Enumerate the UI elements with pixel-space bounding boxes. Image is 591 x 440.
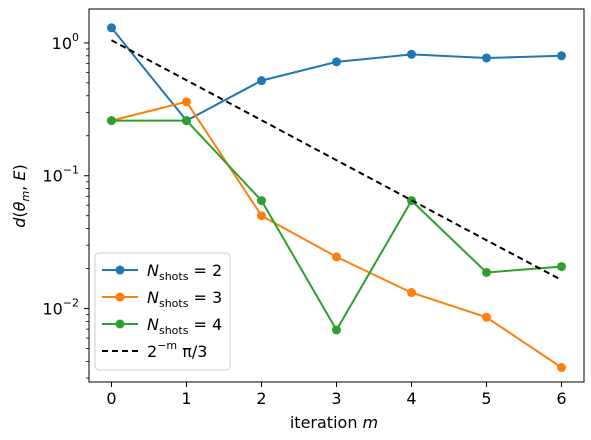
x-axis: 0 1 2 3 4 5 6 — [106, 382, 567, 408]
data-point — [332, 252, 341, 262]
series-line-3 — [111, 39, 562, 281]
legend-label: Nshots = 3 — [147, 288, 222, 310]
x-tick-label: 6 — [556, 389, 566, 408]
y-axis: 100 10−1 10−2 — [42, 31, 89, 379]
data-point — [182, 97, 191, 107]
x-tick-label: 1 — [181, 389, 191, 408]
y-tick-label: 10−2 — [42, 297, 79, 319]
data-point — [182, 116, 191, 126]
legend-label: Nshots = 4 — [147, 315, 222, 337]
legend-box — [94, 252, 231, 371]
data-point — [257, 196, 266, 206]
data-point — [557, 262, 566, 272]
series-line-0 — [110, 27, 562, 122]
data-point — [107, 23, 116, 33]
x-tick-label: 5 — [481, 389, 491, 408]
data-point — [557, 51, 566, 61]
data-point — [482, 312, 491, 322]
legend-marker — [115, 319, 125, 329]
data-point — [482, 267, 491, 277]
y-tick-label: 100 — [52, 31, 79, 53]
data-point — [107, 116, 116, 126]
plot-area — [107, 23, 566, 373]
data-point — [557, 363, 566, 373]
x-tick-label: 3 — [331, 389, 341, 408]
y-axis-label: d(θm, E) — [10, 164, 32, 227]
data-point — [407, 49, 416, 59]
data-point — [257, 76, 266, 86]
legend-marker — [115, 292, 125, 302]
x-tick-label: 2 — [256, 389, 266, 408]
data-point — [332, 57, 341, 67]
x-tick-label: 4 — [406, 389, 416, 408]
data-point — [482, 53, 491, 63]
x-axis-label: iteration m — [290, 413, 378, 432]
legend-marker — [115, 265, 125, 275]
x-tick-label: 0 — [106, 389, 116, 408]
legend: Nshots = 2 Nshots = 3 Nshots = 42−m π/3 — [94, 252, 231, 371]
data-point — [332, 325, 341, 335]
legend-label: Nshots = 2 — [147, 261, 222, 283]
data-point — [257, 211, 266, 221]
data-point — [407, 288, 416, 298]
legend-label: 2−m π/3 — [147, 339, 207, 361]
y-tick-label: 10−1 — [42, 164, 79, 186]
